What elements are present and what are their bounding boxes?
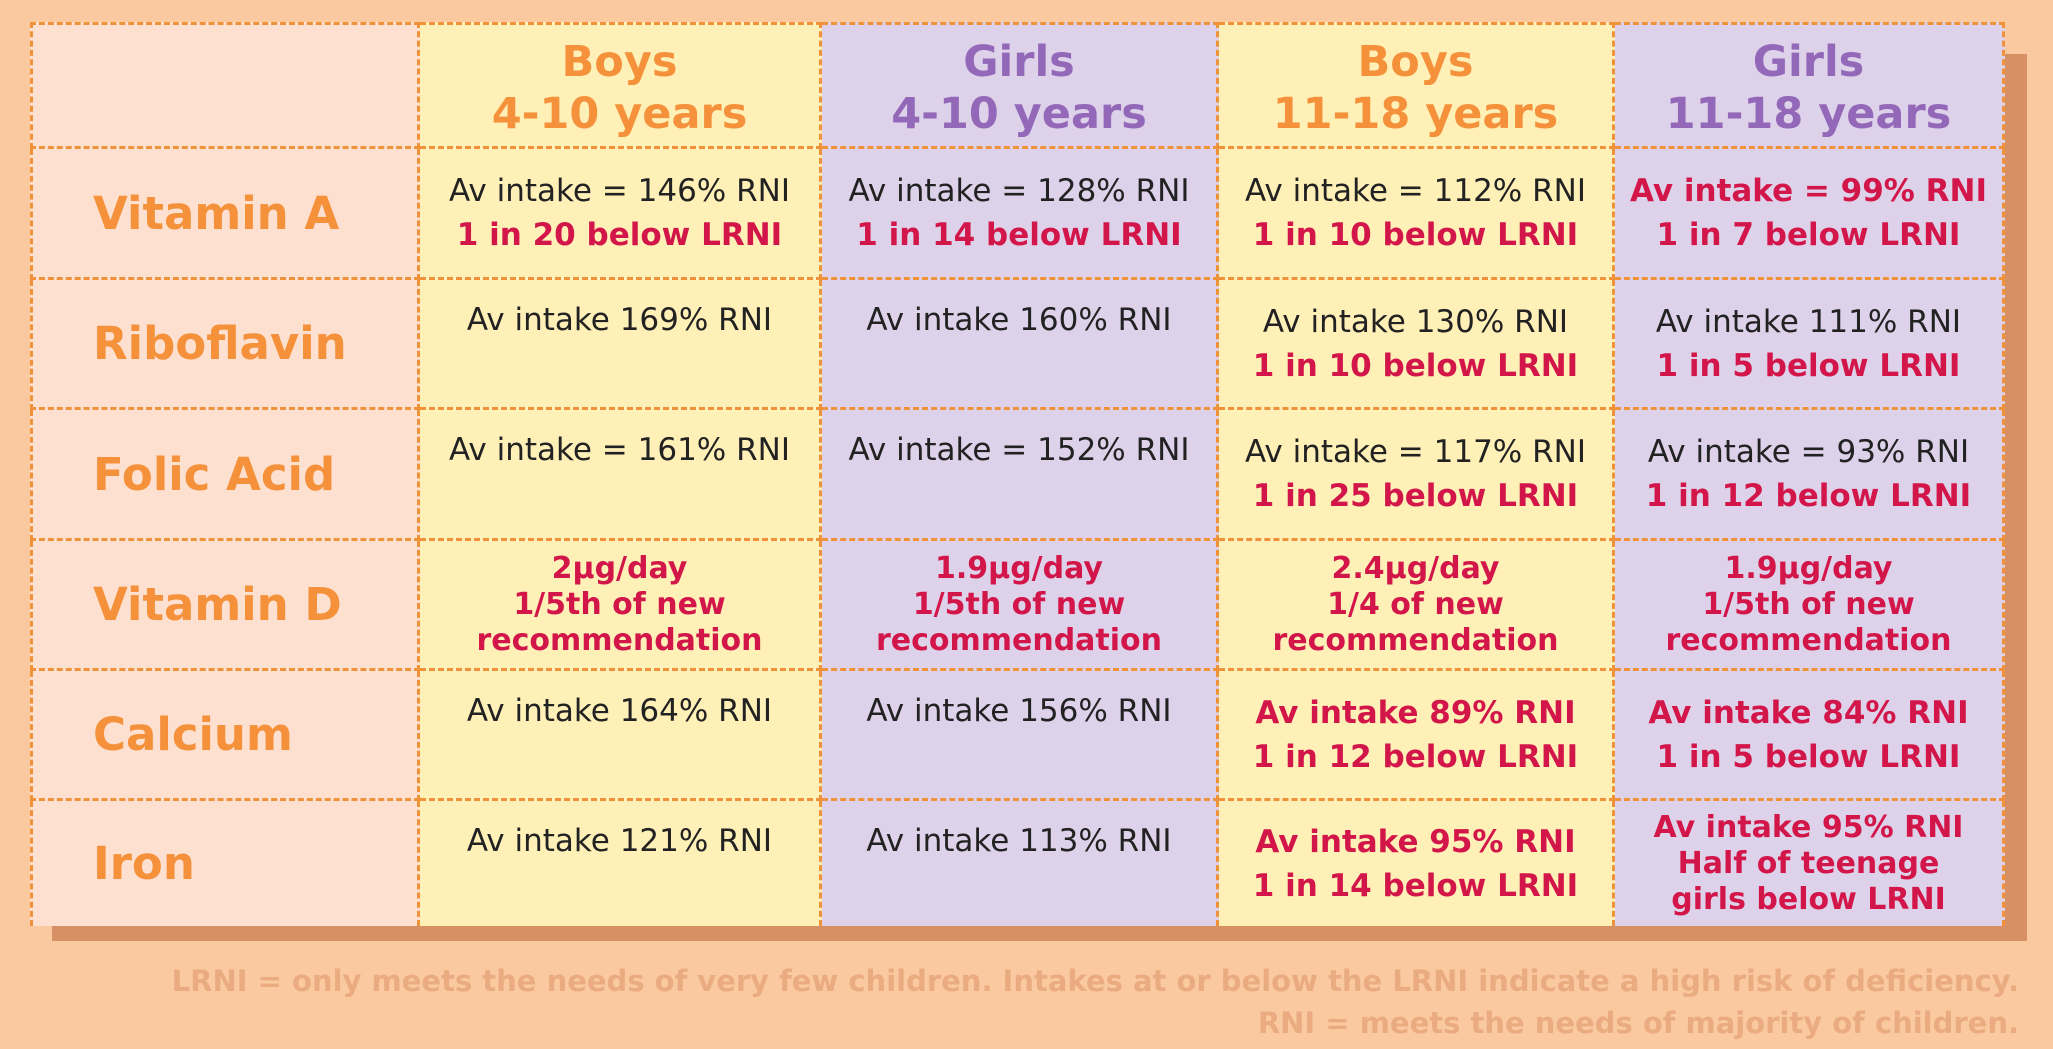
below-lrni-note: 1 in 12 below LRNI bbox=[1252, 738, 1579, 775]
row-label-vitamin-a: Vitamin A bbox=[30, 149, 420, 280]
header-age-range: 4-10 years bbox=[891, 88, 1147, 139]
cell-calcium-boys-11-18: Av intake 89% RNI 1 in 12 below LRNI bbox=[1219, 671, 1615, 801]
row-label-iron: Iron bbox=[30, 801, 420, 926]
cell-iron-boys-4-10: Av intake 121% RNI bbox=[420, 801, 822, 926]
row-label-text: Folic Acid bbox=[93, 447, 336, 501]
below-lrni-note: 1 in 10 below LRNI bbox=[1252, 347, 1579, 384]
row-label-riboflavin: Riboflavin bbox=[30, 280, 420, 410]
cell-iron-girls-4-10: Av intake 113% RNI bbox=[822, 801, 1219, 926]
below-lrni-note: 1 in 10 below LRNI bbox=[1252, 217, 1579, 253]
cell-calcium-girls-4-10: Av intake 156% RNI bbox=[822, 671, 1219, 801]
average-intake: Av intake = 117% RNI bbox=[1245, 434, 1586, 470]
row-label-text: Iron bbox=[93, 837, 195, 890]
cell-vitamin-d-girls-11-18: 1.9µg/day 1/5th of new recommendation bbox=[1615, 541, 2005, 671]
cell-vitamin-a-boys-4-10: Av intake = 146% RNI 1 in 20 below LRNI bbox=[420, 149, 822, 280]
cell-folic-acid-boys-11-18: Av intake = 117% RNI 1 in 25 below LRNI bbox=[1219, 410, 1615, 541]
header-title: Girls bbox=[1752, 36, 1865, 87]
average-intake: Av intake 160% RNI bbox=[866, 302, 1172, 338]
average-intake: Av intake 156% RNI bbox=[866, 693, 1172, 729]
daily-amount: 2.4µg/day bbox=[1331, 550, 1500, 586]
recommendation-note: recommendation bbox=[1665, 622, 1952, 658]
average-intake: Av intake = 128% RNI bbox=[848, 173, 1190, 209]
daily-amount: 1.9µg/day bbox=[1724, 550, 1893, 586]
cell-iron-boys-11-18: Av intake 95% RNI 1 in 14 below LRNI bbox=[1219, 801, 1615, 926]
cell-vitamin-d-boys-4-10: 2µg/day 1/5th of new recommendation bbox=[420, 541, 822, 671]
below-lrni-note: 1 in 5 below LRNI bbox=[1656, 738, 1961, 775]
row-label-text: Vitamin A bbox=[93, 186, 340, 240]
fraction-note: 1/5th of new bbox=[513, 586, 726, 622]
cell-iron-girls-11-18: Av intake 95% RNI Half of teenage girls … bbox=[1615, 801, 2005, 926]
row-label-folic-acid: Folic Acid bbox=[30, 410, 420, 541]
below-lrni-note: girls below LRNI bbox=[1671, 881, 1946, 917]
below-lrni-note: 1 in 14 below LRNI bbox=[856, 217, 1182, 253]
header-title: Boys bbox=[561, 36, 678, 87]
average-intake: Av intake = 146% RNI bbox=[449, 173, 790, 209]
below-lrni-note: 1 in 7 below LRNI bbox=[1656, 217, 1961, 253]
average-intake: Av intake 89% RNI bbox=[1255, 694, 1576, 731]
header-boys-4-10: Boys 4-10 years bbox=[420, 22, 822, 149]
row-label-text: Vitamin D bbox=[93, 578, 342, 631]
header-title: Girls bbox=[963, 36, 1075, 87]
cell-riboflavin-girls-11-18: Av intake 111% RNI 1 in 5 below LRNI bbox=[1615, 280, 2005, 410]
below-lrni-note: 1 in 20 below LRNI bbox=[456, 217, 783, 253]
row-label-text: Riboflavin bbox=[93, 317, 347, 370]
average-intake: Av intake = 152% RNI bbox=[848, 432, 1190, 468]
footnote-lrni: LRNI = only meets the needs of very few … bbox=[171, 964, 2019, 998]
cell-vitamin-d-boys-11-18: 2.4µg/day 1/4 of new recommendation bbox=[1219, 541, 1615, 671]
row-label-calcium: Calcium bbox=[30, 671, 420, 801]
below-lrni-note: 1 in 25 below LRNI bbox=[1252, 478, 1579, 514]
average-intake: Av intake 111% RNI bbox=[1655, 303, 1962, 340]
cell-folic-acid-boys-4-10: Av intake = 161% RNI bbox=[420, 410, 822, 541]
header-age-range: 11-18 years bbox=[1272, 88, 1559, 139]
average-intake: Av intake 169% RNI bbox=[466, 302, 773, 338]
daily-amount: 2µg/day bbox=[551, 550, 688, 586]
fraction-note: 1/5th of new bbox=[1702, 586, 1915, 622]
average-intake: Av intake 130% RNI bbox=[1262, 303, 1569, 340]
average-intake: Av intake = 161% RNI bbox=[449, 432, 790, 468]
header-age-range: 4-10 years bbox=[491, 88, 748, 139]
cell-vitamin-a-boys-11-18: Av intake = 112% RNI 1 in 10 below LRNI bbox=[1219, 149, 1615, 280]
recommendation-note: recommendation bbox=[1272, 622, 1559, 658]
average-intake: Av intake = 112% RNI bbox=[1245, 173, 1586, 209]
cell-vitamin-d-girls-4-10: 1.9µg/day 1/5th of new recommendation bbox=[822, 541, 1219, 671]
cell-folic-acid-girls-4-10: Av intake = 152% RNI bbox=[822, 410, 1219, 541]
fraction-note: 1/4 of new bbox=[1327, 586, 1504, 622]
recommendation-note: recommendation bbox=[875, 622, 1163, 658]
cell-vitamin-a-girls-11-18: Av intake = 99% RNI 1 in 7 below LRNI bbox=[1615, 149, 2005, 280]
average-intake: Av intake 113% RNI bbox=[866, 823, 1172, 859]
cell-vitamin-a-girls-4-10: Av intake = 128% RNI 1 in 14 below LRNI bbox=[822, 149, 1219, 280]
below-lrni-note: 1 in 12 below LRNI bbox=[1645, 478, 1972, 514]
header-boys-11-18: Boys 11-18 years bbox=[1219, 22, 1615, 149]
footnote-rni: RNI = meets the needs of majority of chi… bbox=[1257, 1006, 2019, 1040]
below-lrni-note: Half of teenage bbox=[1677, 845, 1940, 881]
recommendation-note: recommendation bbox=[476, 622, 763, 658]
below-lrni-note: 1 in 14 below LRNI bbox=[1252, 867, 1579, 904]
average-intake: Av intake 164% RNI bbox=[466, 693, 773, 729]
daily-amount: 1.9µg/day bbox=[934, 550, 1103, 586]
average-intake: Av intake = 93% RNI bbox=[1647, 434, 1970, 470]
average-intake: Av intake 95% RNI bbox=[1653, 809, 1964, 845]
average-intake: Av intake 95% RNI bbox=[1255, 823, 1576, 860]
nutrient-intake-table: Boys 4-10 years Girls 4-10 years Boys 11… bbox=[30, 22, 2005, 926]
cell-riboflavin-boys-4-10: Av intake 169% RNI bbox=[420, 280, 822, 410]
fraction-note: 1/5th of new bbox=[912, 586, 1126, 622]
cell-calcium-boys-4-10: Av intake 164% RNI bbox=[420, 671, 822, 801]
average-intake: Av intake 121% RNI bbox=[466, 823, 773, 859]
average-intake: Av intake = 99% RNI bbox=[1629, 173, 1988, 209]
cell-calcium-girls-11-18: Av intake 84% RNI 1 in 5 below LRNI bbox=[1615, 671, 2005, 801]
header-title: Boys bbox=[1357, 36, 1474, 87]
row-label-text: Calcium bbox=[93, 708, 293, 761]
average-intake: Av intake 84% RNI bbox=[1648, 694, 1969, 731]
below-lrni-note: 1 in 5 below LRNI bbox=[1656, 347, 1961, 384]
header-age-range: 11-18 years bbox=[1665, 88, 1952, 139]
row-label-vitamin-d: Vitamin D bbox=[30, 541, 420, 671]
cell-riboflavin-boys-11-18: Av intake 130% RNI 1 in 10 below LRNI bbox=[1219, 280, 1615, 410]
cell-riboflavin-girls-4-10: Av intake 160% RNI bbox=[822, 280, 1219, 410]
cell-folic-acid-girls-11-18: Av intake = 93% RNI 1 in 12 below LRNI bbox=[1615, 410, 2005, 541]
header-girls-4-10: Girls 4-10 years bbox=[822, 22, 1219, 149]
header-girls-11-18: Girls 11-18 years bbox=[1615, 22, 2005, 149]
header-corner bbox=[30, 22, 420, 149]
